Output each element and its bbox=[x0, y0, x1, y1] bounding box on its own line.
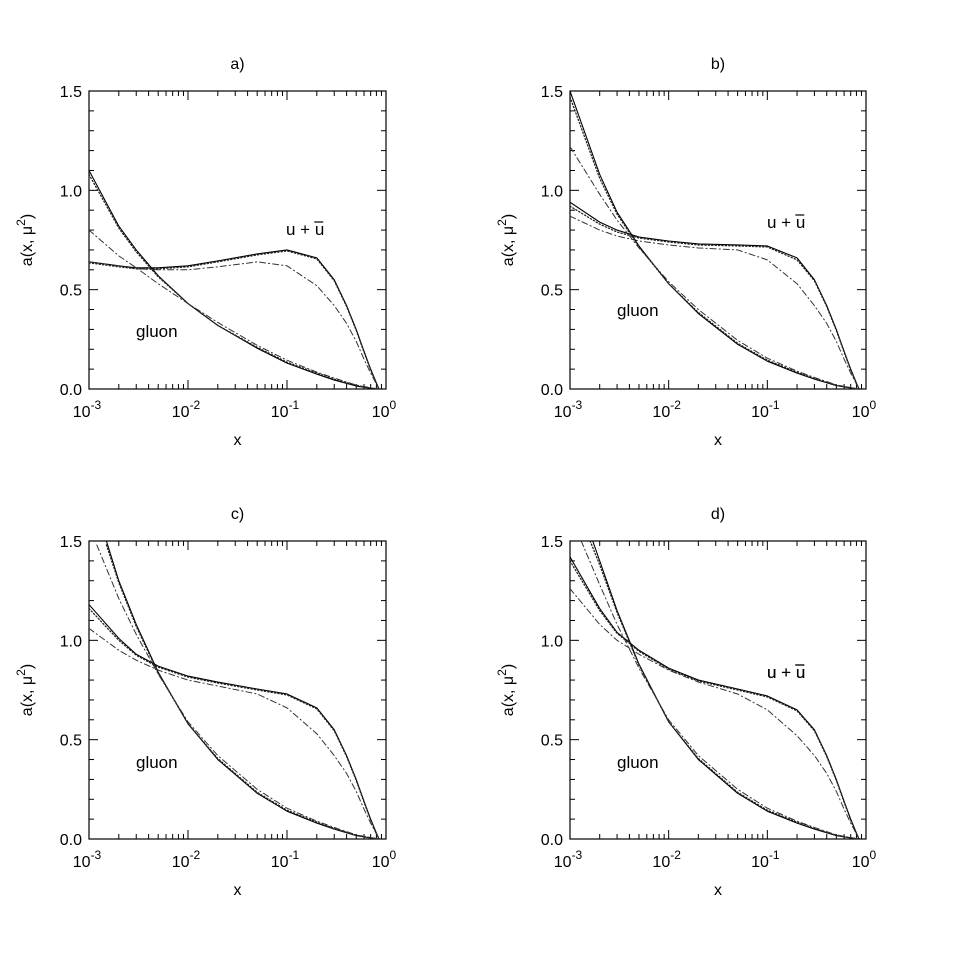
series-line-gluon-dotted bbox=[589, 541, 860, 839]
x-tick-label: 10-1 bbox=[271, 848, 300, 871]
x-tick-label: 10-1 bbox=[751, 848, 780, 871]
y-tick-label: 1.0 bbox=[60, 633, 82, 650]
chart-panel-2: 0.0 0.5 1.0 1.5 10-3 10-2 10-1 100 b) x a(x, μ2) u … bbox=[495, 56, 877, 449]
series-line-gluon-dashdot bbox=[89, 229, 380, 389]
series-line-gluon-dashdot bbox=[570, 146, 860, 389]
annotation-u-ubar: u + u bbox=[767, 213, 805, 232]
x-tick-label: 100 bbox=[372, 398, 397, 421]
chart-panel-4: 0.0 0.5 1.0 1.5 10-3 10-2 10-1 100 d) x a(x, μ2) u … bbox=[495, 506, 877, 899]
series-line-u+ubar-dashdot bbox=[89, 627, 380, 839]
x-tick-label: 10-2 bbox=[652, 398, 681, 421]
chart-panel-1: 0.0 0.5 1.0 1.5 10-3 10-2 10-1 100 a) x a(x, μ2) u … bbox=[14, 56, 397, 449]
series-line-u+ubar-dashdot bbox=[89, 261, 380, 389]
panel-label: d) bbox=[711, 506, 725, 523]
y-tick-label: 0.0 bbox=[541, 832, 563, 849]
series-line-u+ubar-dotted bbox=[89, 607, 380, 839]
series-line-u+ubar-dashdot bbox=[570, 588, 860, 839]
y-tick-label: 0.0 bbox=[541, 382, 563, 399]
plot-frame bbox=[569, 540, 867, 840]
annotation-u-ubar: u + u bbox=[767, 663, 805, 682]
annotation-gluon: gluon bbox=[617, 753, 659, 772]
series-line-gluon-solid bbox=[89, 169, 380, 389]
x-axis-label: x bbox=[714, 432, 722, 449]
x-tick-label: 100 bbox=[852, 398, 877, 421]
x-axis-label: x bbox=[714, 882, 722, 899]
series-line-u+ubar-dotted bbox=[89, 250, 380, 389]
series-line-gluon-solid bbox=[570, 91, 860, 389]
panel-label: c) bbox=[231, 506, 244, 523]
plot-frame bbox=[569, 90, 867, 390]
x-tick-label: 10-1 bbox=[271, 398, 300, 421]
annotation-u-ubar: u + u bbox=[767, 663, 805, 682]
x-tick-label: 10-3 bbox=[73, 848, 102, 871]
series-line-gluon-dashdot bbox=[580, 541, 860, 839]
x-tick-label: 10-3 bbox=[554, 848, 583, 871]
curves bbox=[89, 541, 380, 839]
x-tick-label: 10-2 bbox=[172, 848, 201, 871]
series-line-u+ubar-solid bbox=[89, 604, 380, 839]
x-tick-label: 100 bbox=[852, 848, 877, 871]
x-tick-label: 10-3 bbox=[73, 398, 102, 421]
x-tick-label: 100 bbox=[372, 848, 397, 871]
y-axis-label: a(x, μ2) bbox=[14, 214, 36, 266]
plot-frame bbox=[88, 540, 387, 840]
y-tick-label: 0.5 bbox=[60, 283, 82, 300]
curves bbox=[570, 91, 860, 389]
series-line-gluon-dotted bbox=[570, 96, 860, 389]
x-tick-label: 10-3 bbox=[554, 398, 583, 421]
plot-frame bbox=[88, 90, 387, 390]
y-axis-label: a(x, μ2) bbox=[495, 664, 517, 716]
y-tick-label: 1.5 bbox=[541, 534, 563, 551]
series-line-u+ubar-solid bbox=[89, 249, 380, 389]
series-line-u+ubar-dotted bbox=[570, 205, 860, 389]
chart-panel-3: 0.0 0.5 1.0 1.5 10-3 10-2 10-1 100 c) x a(x, μ2) u … bbox=[14, 506, 805, 899]
series-line-gluon-dashdot bbox=[96, 544, 380, 839]
series-line-u+ubar-solid bbox=[570, 201, 860, 389]
x-axis-label: x bbox=[234, 882, 242, 899]
y-tick-label: 0.5 bbox=[541, 733, 563, 750]
x-tick-label: 10-2 bbox=[172, 398, 201, 421]
panel-label: b) bbox=[711, 56, 725, 73]
curves bbox=[89, 169, 380, 389]
x-tick-label: 10-1 bbox=[751, 398, 780, 421]
y-axis-label: a(x, μ2) bbox=[14, 664, 36, 716]
x-tick-label: 10-2 bbox=[652, 848, 681, 871]
y-axis-label: a(x, μ2) bbox=[495, 214, 517, 266]
x-axis-label: x bbox=[234, 432, 242, 449]
y-tick-label: 0.5 bbox=[60, 733, 82, 750]
y-tick-label: 0.0 bbox=[60, 382, 82, 399]
y-tick-label: 1.5 bbox=[541, 84, 563, 101]
series-line-u+ubar-dashdot bbox=[570, 215, 860, 389]
y-tick-label: 1.0 bbox=[60, 183, 82, 200]
series-line-gluon-solid bbox=[105, 541, 380, 839]
panel-label: a) bbox=[230, 56, 244, 73]
annotation-gluon: gluon bbox=[136, 322, 178, 341]
series-line-gluon-dotted bbox=[105, 544, 380, 839]
annotation-gluon: gluon bbox=[136, 753, 178, 772]
series-line-gluon-dotted bbox=[89, 173, 380, 389]
curves bbox=[570, 541, 860, 839]
y-tick-label: 0.5 bbox=[541, 283, 563, 300]
y-tick-label: 1.0 bbox=[541, 183, 563, 200]
series-line-u+ubar-dotted bbox=[570, 560, 860, 839]
y-tick-label: 1.0 bbox=[541, 633, 563, 650]
y-tick-label: 1.5 bbox=[60, 84, 82, 101]
y-tick-label: 0.0 bbox=[60, 832, 82, 849]
y-tick-label: 1.5 bbox=[60, 534, 82, 551]
annotation-gluon: gluon bbox=[617, 301, 659, 320]
annotation-u-ubar: u + u bbox=[286, 220, 324, 239]
